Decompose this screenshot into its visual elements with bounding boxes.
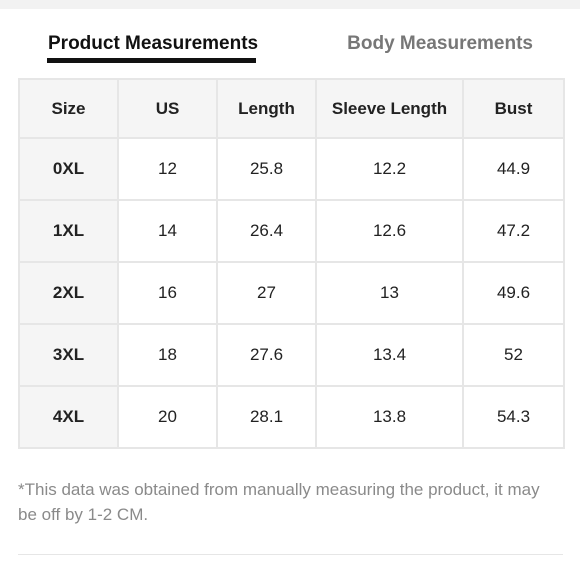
us-cell: 20 [117,385,218,449]
sleeve-length-cell: 13 [315,261,464,325]
us-cell: 16 [117,261,218,325]
length-cell: 28.1 [216,385,317,449]
length-cell: 27.6 [216,323,317,387]
length-cell: 27 [216,261,317,325]
size-cell: 3XL [18,323,119,387]
sleeve-length-cell: 12.2 [315,137,464,201]
bust-cell: 44.9 [462,137,565,201]
length-cell: 25.8 [216,137,317,201]
column-header-size: Size [18,78,119,139]
tab-body-measurements[interactable]: Body Measurements [347,33,533,54]
bust-cell: 54.3 [462,385,565,449]
sleeve-length-cell: 13.8 [315,385,464,449]
size-cell: 1XL [18,199,119,263]
length-cell: 26.4 [216,199,317,263]
table-row: 4XL 20 28.1 13.8 54.3 [18,385,565,449]
column-header-us: US [117,78,218,139]
measurement-disclaimer: *This data was obtained from manually me… [18,480,540,524]
us-cell: 12 [117,137,218,201]
sleeve-length-cell: 12.6 [315,199,464,263]
column-header-bust: Bust [462,78,565,139]
size-cell: 0XL [18,137,119,201]
sleeve-length-cell: 13.4 [315,323,464,387]
bottom-divider [18,554,563,555]
us-cell: 18 [117,323,218,387]
bust-cell: 49.6 [462,261,565,325]
bust-cell: 52 [462,323,565,387]
table-row: 1XL 14 26.4 12.6 47.2 [18,199,565,263]
size-cell: 4XL [18,385,119,449]
size-cell: 2XL [18,261,119,325]
column-header-sleeve-length: Sleeve Length [315,78,464,139]
measurement-tabs: Product Measurements Body Measurements [0,9,580,69]
table-header-row: Size US Length Sleeve Length Bust [18,78,565,139]
top-divider-bar [0,0,580,9]
table-row: 0XL 12 25.8 12.2 44.9 [18,137,565,201]
table-row: 2XL 16 27 13 49.6 [18,261,565,325]
bust-cell: 47.2 [462,199,565,263]
size-chart-table: Size US Length Sleeve Length Bust 0XL 12… [18,78,565,449]
active-tab-indicator [47,58,256,63]
table-row: 3XL 18 27.6 13.4 52 [18,323,565,387]
column-header-length: Length [216,78,317,139]
tab-product-measurements[interactable]: Product Measurements [48,33,259,54]
us-cell: 14 [117,199,218,263]
